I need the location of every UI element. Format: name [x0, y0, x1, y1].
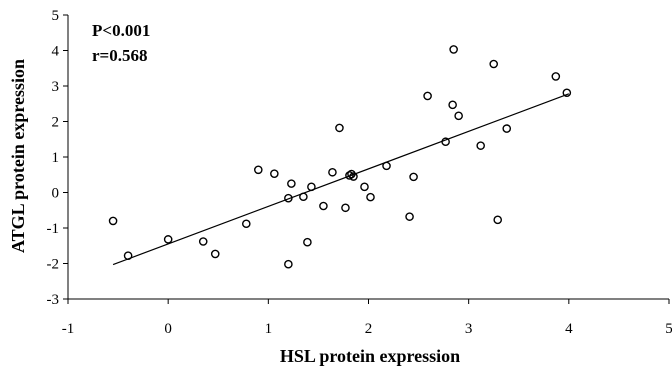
data-point — [366, 192, 375, 202]
trendline — [112, 93, 570, 266]
data-point — [108, 216, 118, 226]
data-point — [454, 111, 463, 121]
x-tick-label: 1 — [265, 321, 273, 337]
ticks-layer: -1 0 1 2 3 4 5 -3 -2 -1 0 1 2 3 4 5 — [47, 8, 672, 337]
data-point — [345, 171, 354, 180]
data-point — [502, 124, 512, 133]
data-point — [328, 167, 337, 177]
data-point — [254, 165, 263, 175]
data-point — [303, 237, 312, 247]
y-tick-label: -2 — [47, 257, 60, 273]
y-tick-label: 3 — [52, 79, 60, 95]
data-point — [299, 192, 308, 202]
data-point — [163, 235, 173, 244]
data-point — [360, 182, 369, 192]
data-point — [347, 169, 356, 179]
data-point — [319, 201, 328, 211]
data-point — [270, 169, 279, 178]
data-point — [198, 237, 208, 246]
data-point — [307, 182, 316, 192]
y-axis-title: ATGL protein expression — [8, 59, 28, 253]
data-point — [287, 179, 296, 188]
x-tick-label: -1 — [62, 321, 75, 337]
data-point — [562, 88, 572, 98]
data-point — [441, 137, 450, 147]
y-tick-label: -1 — [47, 221, 60, 237]
data-point — [551, 72, 561, 81]
data-point — [405, 212, 414, 221]
data-point — [349, 172, 358, 181]
y-tick-label: 0 — [52, 186, 60, 202]
x-tick-label: 2 — [365, 321, 373, 337]
p-value-label: P<0.001 — [92, 21, 150, 40]
data-point — [476, 141, 485, 150]
x-tick-label: 4 — [565, 321, 573, 337]
data-point — [448, 100, 457, 110]
data-point — [335, 123, 344, 133]
data-point — [341, 203, 350, 213]
data-point — [241, 219, 251, 229]
y-tick-label: 1 — [52, 150, 60, 166]
y-tick-label: 4 — [52, 44, 60, 60]
x-tick-label: 3 — [465, 321, 473, 337]
r-value-label: r=0.568 — [92, 46, 147, 65]
data-point — [284, 259, 293, 269]
y-tick-label: -3 — [47, 292, 60, 308]
points-layer — [108, 45, 572, 269]
data-point — [489, 59, 499, 69]
data-point — [210, 249, 220, 259]
data-point — [449, 45, 458, 54]
x-tick-label: 0 — [164, 321, 172, 337]
data-point — [123, 251, 133, 260]
data-point — [382, 161, 391, 171]
y-tick-label: 5 — [52, 8, 60, 24]
x-axis-title: HSL protein expression — [280, 346, 460, 366]
data-point — [409, 172, 418, 182]
data-point — [493, 215, 503, 225]
x-tick-label: 5 — [665, 321, 672, 337]
y-tick-label: 2 — [52, 115, 60, 131]
data-point — [284, 193, 293, 203]
data-point — [423, 91, 432, 101]
